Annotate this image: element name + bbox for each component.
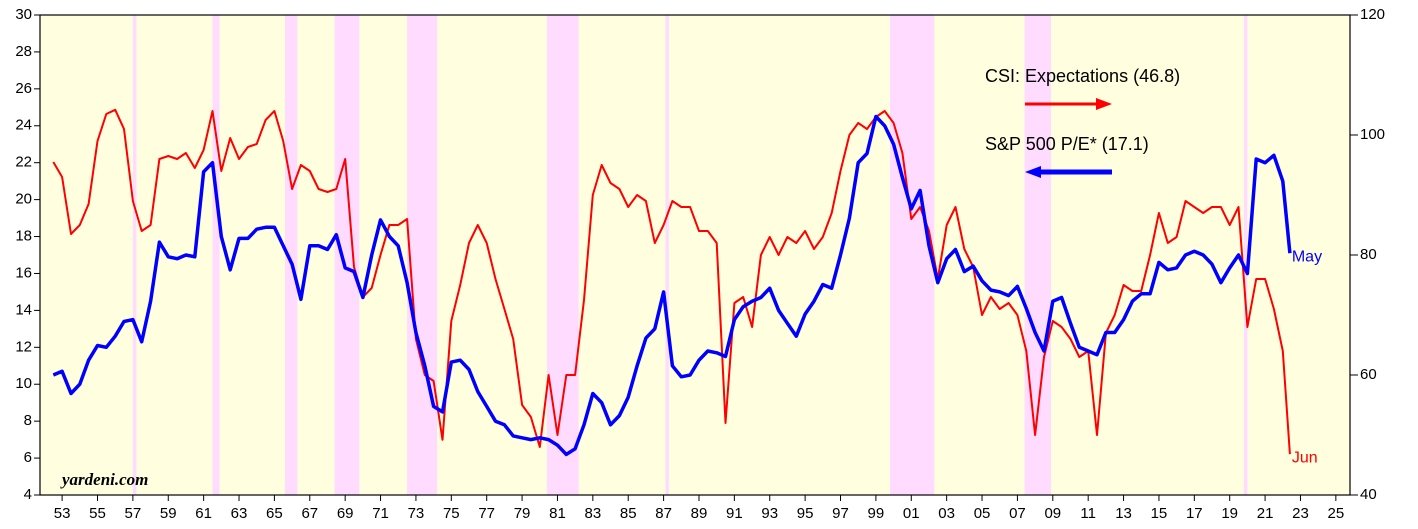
recession-band: [1243, 15, 1248, 495]
legend-arrowhead: [1096, 98, 1112, 110]
y-tick-label: 22: [15, 154, 32, 171]
x-tick-label: 11: [1080, 505, 1096, 522]
x-tick-label: 19: [1221, 505, 1238, 522]
x-tick-label: 93: [761, 505, 778, 522]
recession-band: [546, 15, 579, 495]
y-tick-label: 28: [15, 43, 32, 60]
recession-band: [1024, 15, 1052, 495]
y2-tick-label: 100: [1360, 126, 1385, 143]
x-tick-label: 05: [974, 505, 991, 522]
x-tick-label: 21: [1257, 505, 1274, 522]
x-tick-label: 57: [125, 505, 142, 522]
x-tick-label: 09: [1044, 505, 1061, 522]
x-tick-label: 53: [54, 505, 71, 522]
recession-band: [665, 15, 669, 495]
series-line: [52, 108, 1291, 455]
x-tick-label: 85: [620, 505, 637, 522]
x-tick-label: 23: [1292, 505, 1309, 522]
end-label: Jun: [1292, 449, 1318, 466]
x-tick-label: 15: [1151, 505, 1168, 522]
y-tick-label: 8: [24, 412, 32, 429]
x-tick-label: 69: [337, 505, 354, 522]
y-tick-label: 4: [24, 486, 32, 503]
y-tick-label: 26: [15, 80, 32, 97]
y-tick-label: 6: [24, 449, 32, 466]
x-tick-label: 61: [195, 505, 212, 522]
legend-label: CSI: Expectations (46.8): [985, 66, 1180, 86]
y2-tick-label: 80: [1360, 246, 1377, 263]
x-tick-label: 73: [408, 505, 425, 522]
x-tick-label: 03: [938, 505, 955, 522]
x-tick-label: 83: [584, 505, 601, 522]
x-tick-label: 81: [549, 505, 566, 522]
x-tick-label: 59: [160, 505, 177, 522]
x-tick-label: 97: [832, 505, 849, 522]
x-tick-label: 87: [655, 505, 672, 522]
end-label: May: [1292, 248, 1322, 265]
x-tick-label: 77: [478, 505, 495, 522]
y2-tick-label: 40: [1360, 486, 1377, 503]
recession-band: [890, 15, 935, 495]
x-tick-label: 01: [903, 505, 920, 522]
y-tick-label: 14: [15, 301, 32, 318]
recession-band: [132, 15, 137, 495]
legend-label: S&P 500 P/E* (17.1): [985, 134, 1149, 154]
recession-band: [285, 15, 298, 495]
x-tick-label: 65: [266, 505, 283, 522]
x-tick-label: 07: [1009, 505, 1026, 522]
legend-arrowhead: [1025, 166, 1041, 178]
x-tick-label: 63: [231, 505, 248, 522]
series-line: [52, 114, 1292, 457]
y-tick-label: 12: [15, 338, 32, 355]
x-tick-label: 17: [1186, 505, 1203, 522]
x-tick-label: 79: [514, 505, 531, 522]
y-tick-label: 30: [15, 6, 32, 23]
x-tick-label: 95: [797, 505, 814, 522]
x-tick-label: 75: [443, 505, 460, 522]
y-tick-label: 10: [15, 375, 32, 392]
y-tick-label: 24: [15, 117, 32, 134]
x-tick-label: 99: [868, 505, 885, 522]
x-tick-label: 13: [1115, 505, 1132, 522]
y-tick-label: 18: [15, 228, 32, 245]
watermark: yardeni.com: [60, 470, 148, 489]
plot-background: [40, 15, 1350, 495]
x-tick-label: 67: [301, 505, 318, 522]
x-tick-label: 89: [691, 505, 708, 522]
y-tick-label: 16: [15, 264, 32, 281]
y2-tick-label: 60: [1360, 366, 1377, 383]
y-tick-label: 20: [15, 191, 32, 208]
x-tick-label: 55: [89, 505, 106, 522]
x-tick-label: 91: [726, 505, 743, 522]
recession-band: [334, 15, 360, 495]
x-tick-label: 71: [372, 505, 389, 522]
x-tick-label: 25: [1328, 505, 1345, 522]
recession-band: [407, 15, 438, 495]
plot-frame: [39, 14, 1351, 496]
y2-tick-label: 120: [1360, 6, 1385, 23]
recession-band: [212, 15, 220, 495]
